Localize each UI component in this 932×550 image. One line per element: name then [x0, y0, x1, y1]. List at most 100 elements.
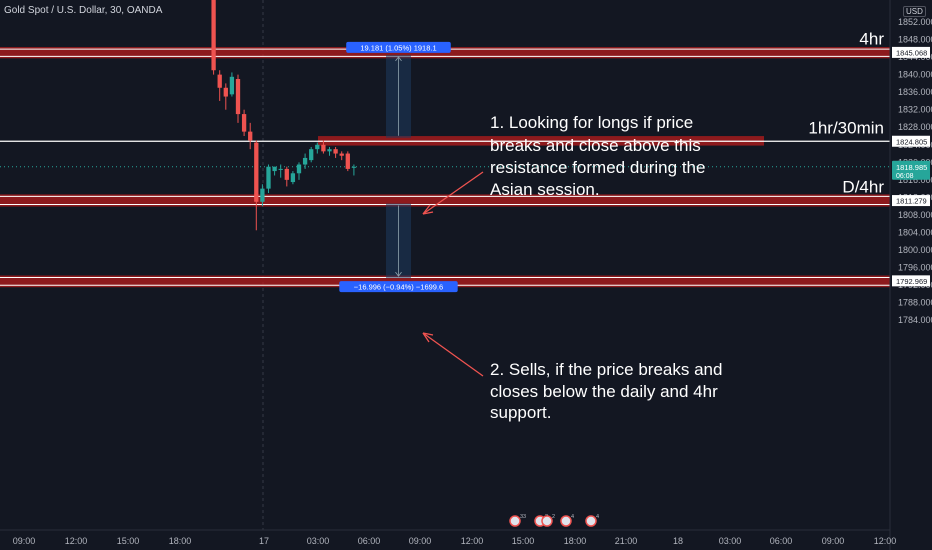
candle[interactable] [284, 166, 289, 187]
event-markers[interactable]: 332244 [509, 514, 599, 527]
annotation-2-arrowhead [422, 332, 434, 343]
level-name-1: 1hr/30min [808, 118, 884, 137]
candle-body [260, 188, 265, 202]
candle[interactable] [241, 109, 247, 137]
event-marker[interactable]: 4 [560, 514, 574, 527]
annotation-2-arrow [422, 332, 484, 377]
candle[interactable] [345, 151, 350, 172]
time-tick-label: 12:00 [874, 536, 897, 546]
candle-body [339, 153, 344, 156]
time-tick-label: 18:00 [564, 536, 587, 546]
event-marker[interactable]: 4 [585, 514, 599, 527]
time-tick-label: 09:00 [822, 536, 845, 546]
current-price-tag [892, 160, 930, 180]
time-axis[interactable]: 09:00 12:00 15:00 18:00 17 03:00 06:00 09:00 12:… [0, 529, 897, 546]
time-tick-label: 15:00 [117, 536, 140, 546]
time-tick-label: 12:00 [65, 536, 88, 546]
candle[interactable] [351, 164, 357, 176]
candle-body [284, 168, 289, 180]
level-price-tag [892, 275, 930, 287]
time-tick-label: 09:00 [409, 536, 432, 546]
level-name-2: D/4hr [842, 178, 884, 197]
candle-body [290, 173, 296, 183]
level-price-label: 1824.805 [896, 137, 927, 146]
time-tick-label: 12:00 [461, 536, 484, 546]
event-marker-count: 4 [571, 514, 574, 520]
level-zone [0, 194, 890, 207]
candle-body [351, 166, 357, 168]
candle-body [266, 166, 271, 189]
candle[interactable] [278, 164, 283, 178]
event-marker-icon [560, 515, 572, 527]
candle[interactable] [229, 72, 235, 97]
candle[interactable] [333, 146, 338, 158]
event-marker[interactable]: 2 [541, 514, 555, 527]
price-tick-label: 1800.000 [898, 245, 932, 255]
price-tick-label: 1832.000 [898, 105, 932, 115]
candles[interactable] [211, 0, 357, 231]
event-marker-count: 33 [520, 514, 526, 520]
level-price-label: 1792.969 [896, 277, 927, 286]
annotation-1-arrowhead [422, 204, 434, 215]
current-price-label: 1818.985 [896, 163, 927, 172]
time-tick-label: 09:00 [13, 536, 36, 546]
candle-body [211, 0, 216, 71]
candle[interactable] [272, 166, 277, 176]
price-tick-label: 1808.000 [898, 210, 932, 220]
candle[interactable] [248, 122, 253, 150]
annotation-1-line: 1. Looking for longs if price [490, 113, 693, 132]
candle[interactable] [223, 83, 228, 110]
candle-body [333, 149, 338, 154]
price-tick-label: 1836.000 [898, 87, 932, 97]
event-marker-icon [509, 515, 521, 527]
candle[interactable] [296, 162, 302, 180]
candle-body [327, 149, 332, 152]
event-marker-count: 4 [596, 514, 599, 520]
price-tick-label: 1816.000 [898, 175, 932, 185]
candle-body [229, 76, 235, 95]
price-tick-label: 1804.000 [898, 227, 932, 237]
candle[interactable] [327, 146, 332, 156]
measure-label: −16.996 (−0.94%) −1699.6 [354, 283, 443, 292]
price-axis-bg [890, 0, 932, 550]
candle[interactable] [235, 74, 241, 123]
candle[interactable] [254, 140, 259, 231]
candle[interactable] [217, 70, 222, 101]
candle[interactable] [315, 142, 320, 154]
candle[interactable] [260, 184, 265, 207]
time-tick-label: 15:00 [512, 536, 535, 546]
measure-label-bg [339, 281, 458, 293]
event-marker-count: 2 [552, 514, 555, 520]
time-tick-label: 03:00 [307, 536, 330, 546]
price-axis[interactable]: 1852.0001848.0001844.0001840.0001836.000… [889, 0, 932, 550]
measure-arrowhead [395, 271, 402, 277]
candle[interactable] [290, 171, 296, 185]
candle-body [345, 153, 350, 169]
candle[interactable] [211, 0, 216, 75]
candle[interactable] [339, 151, 344, 161]
candle-body [302, 157, 308, 165]
price-tick-label: 1840.000 [898, 70, 932, 80]
price-tick-label: 1796.000 [898, 263, 932, 273]
currency-button[interactable]: USD [903, 6, 926, 17]
annotation-1-line: Asian session. [490, 180, 600, 199]
candle[interactable] [266, 164, 271, 194]
candle[interactable] [321, 140, 326, 154]
time-tick-label: 06:00 [358, 536, 381, 546]
event-marker[interactable]: 33 [509, 514, 526, 527]
candle[interactable] [309, 146, 314, 163]
price-tick-label: 1848.000 [898, 35, 932, 45]
annotation-1-line: resistance formed during the [490, 158, 705, 177]
measure-label: 19.181 (1.05%) 1918.1 [360, 43, 436, 52]
candle[interactable] [302, 153, 308, 169]
grid [0, 0, 890, 530]
symbol-title: Gold Spot / U.S. Dollar, 30, OANDA [4, 5, 163, 16]
price-tick-label: 1784.000 [898, 315, 932, 325]
candle-body [254, 142, 259, 202]
annotation-1-line: breaks and close above this [490, 136, 701, 155]
time-tick-label: 18 [673, 536, 683, 546]
time-tick-label: 21:00 [615, 536, 638, 546]
candle-body [272, 166, 277, 172]
